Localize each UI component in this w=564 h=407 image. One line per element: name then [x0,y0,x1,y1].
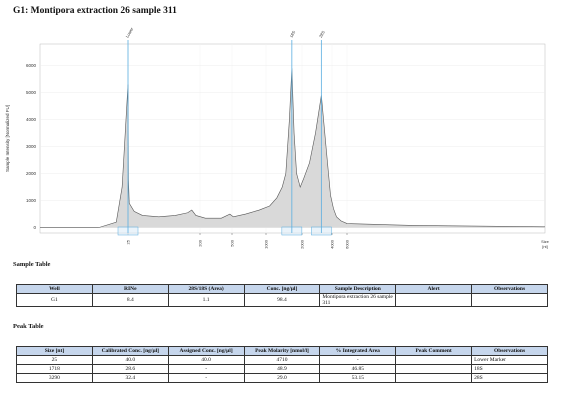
cell [395,293,473,307]
cell: 53.15 [319,373,397,383]
row: 25 40.0 40.0 4710- Lower Marker [16,355,548,365]
cell: - [319,355,397,365]
x-tick-label: 6000 [345,239,350,249]
x-tick-label: 1000 [264,239,269,249]
header-cell: Peak Molarity [nmol/l] [243,346,321,356]
cell: 28.6 [91,364,169,374]
y-tick-label: 5000 [26,90,37,95]
x-tick-label: 4000 [330,239,335,249]
header-cell: Conc. [ng/µl] [243,284,321,294]
cell: 40.0 [167,355,245,365]
cell: 29.0 [243,373,321,383]
cell: 1.1 [167,293,245,307]
section-title: Sample Table [13,261,51,268]
cell: 18S [471,364,548,374]
header-cell: RINe [91,284,169,294]
peak-label: 28S [318,30,326,39]
header-cell: Assigned Conc. [ng/µl] [167,346,245,356]
cell: 32.4 [91,373,169,383]
y-tick-label: 4000 [26,117,37,122]
cell: 8.4 [91,293,169,307]
row: 1718 28.6-48.9 46.85 18S [16,364,548,374]
y-tick-label: 1000 [26,198,37,203]
y-tick-label: 0 [33,225,36,230]
cell: 28S [471,373,548,383]
header-row: Size [nt] Calibrated Conc. [ng/µl] Assigne… [16,346,548,356]
y-tick-label: 3000 [26,144,37,149]
cell [395,373,473,383]
cell: Lower Marker [471,355,548,365]
x-tick-label: 25 [126,239,131,244]
header-cell: Observations [471,284,548,294]
y-tick-label: 2000 [26,171,37,176]
chart: 0 1000 2000 3000 4000 5000 6000 25 200 500 1000 200… [5,26,550,249]
header-row: Well RINe 28S/18S (Area) Conc. [ng/µl] Sampl… [16,284,548,294]
cell: 1718 [16,364,93,374]
cell: 3290 [16,373,93,383]
x-tick-label: 500 [230,239,235,246]
header-cell: Peak Comment [395,346,473,356]
cell: - [167,364,245,374]
row: 3290 32.4-29.0 53.15 28S [16,373,548,383]
report-title: G1: Montipora extraction 26 sample 311 [13,6,177,16]
cell: 46.85 [319,364,397,374]
cell: - [167,373,245,383]
sample-table: Well RINe 28S/18S (Area) Conc. [ng/µl] Sampl… [16,284,548,307]
cell: 98.4 [243,293,321,307]
y-axis-label: Sample Intensity [Normalized FU] [5,105,10,172]
cell [395,364,473,374]
cell: 40.0 [91,355,169,365]
header-cell: Size [nt] [16,346,93,356]
cell [395,355,473,365]
header-cell: Well [16,284,93,294]
header-cell: 28S/18S (Area) [167,284,245,294]
x-tick-label: 200 [198,239,203,246]
cell: G1 [16,293,93,307]
trace-line [40,68,546,228]
cell [471,293,548,307]
peak-label: 18S [288,30,296,39]
cell: Montipora extraction 26 sample 311 [319,293,397,307]
header-cell: Calibrated Conc. [ng/µl] [91,346,169,356]
x-axis-label: Size [nt] [541,239,550,249]
header-cell: Alert [395,284,473,294]
x-tick-label: 2000 [300,239,305,249]
row: G1 8.4 1.1 98.4 Montipora extraction 26 samp… [16,293,548,307]
cell: 48.9 [243,364,321,374]
peak-table: Size [nt] Calibrated Conc. [ng/µl] Assigne… [16,346,548,383]
header-cell: Observations [471,346,548,356]
area-fill [40,68,545,228]
section-title: Peak Table [13,323,44,330]
cell: 4710 [243,355,321,365]
cell: 25 [16,355,93,365]
header-cell: % Integrated Area [319,346,397,356]
header-cell: Sample Description [319,284,397,294]
y-tick-label: 6000 [26,63,37,68]
peak-label: Lower [125,26,135,39]
